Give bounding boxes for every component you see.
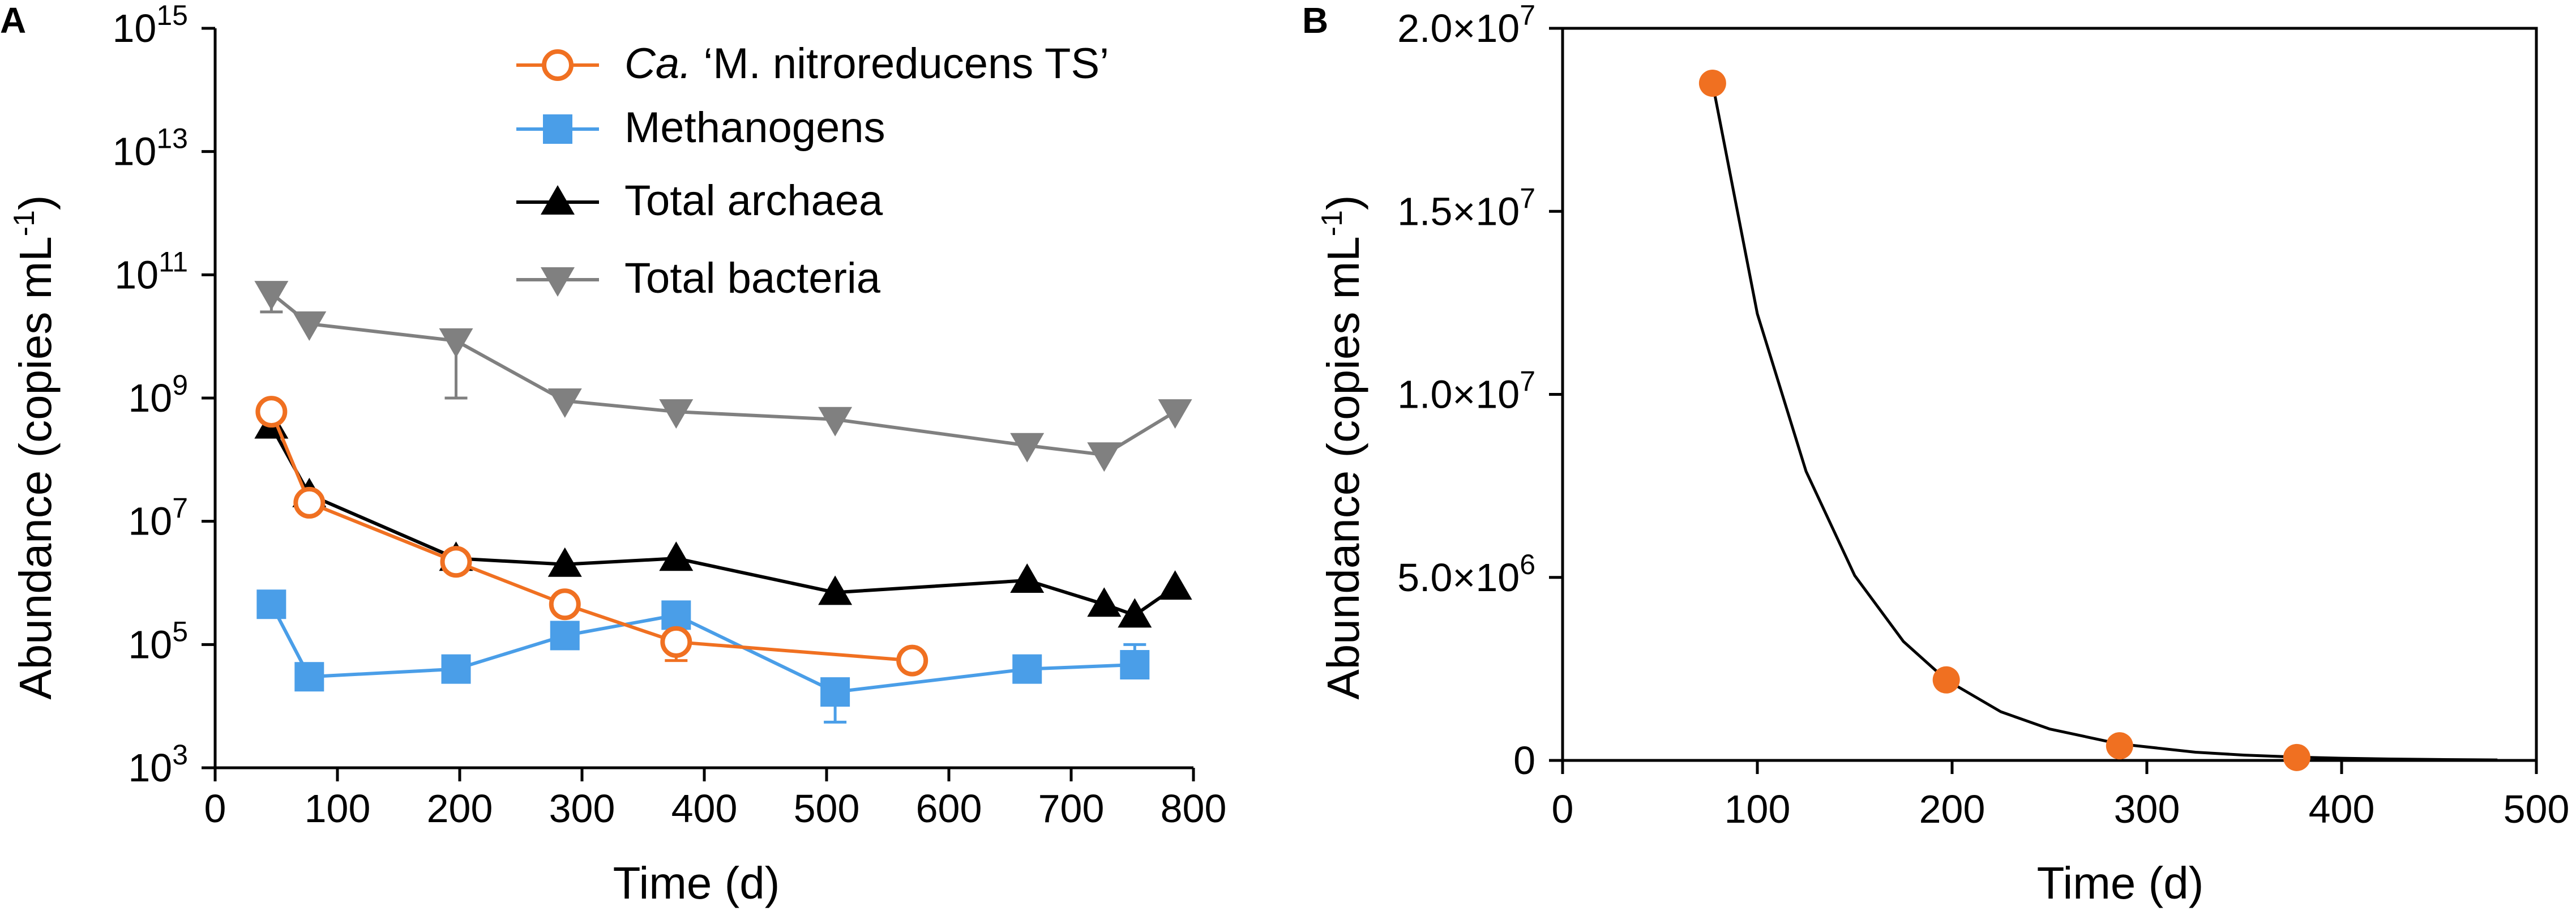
- data-point-ca-m-nitroreducens-ts: [896, 644, 928, 677]
- data-point-total-archaea: [1158, 570, 1192, 600]
- panel-b-y-axis-title-exponent: -1: [1316, 210, 1349, 236]
- panel-b-x-axis-title: Time (d): [2037, 858, 2204, 908]
- panel-b-x-tick-label: 0: [1552, 787, 1574, 831]
- panel-b-y-axis-title-close: ): [1318, 195, 1368, 210]
- series-line-total-bacteria: [270, 292, 1176, 457]
- panel-b-plot-area: 0 100 200 300 400 500 0 5.0×106 1.0×107 1.5×107 2.…: [1397, 0, 2569, 831]
- panel-a-legend: Ca. ‘M. nitroreducens TS’ Methanogens To…: [516, 40, 1109, 302]
- legend-marker-total-bacteria: [541, 267, 575, 297]
- panel-b-x-tick-label: 500: [2504, 787, 2570, 831]
- data-point-total-archaea: [659, 541, 694, 571]
- data-point-total-archaea: [1010, 563, 1045, 593]
- legend-label-mnitroreducens: Ca. ‘M. nitroreducens TS’: [624, 40, 1109, 88]
- panel-a-y-tick-label: 1013: [113, 123, 189, 174]
- series-line-total-archaea: [269, 425, 1176, 617]
- panel-b-y-tick-label: 1.5×107: [1397, 182, 1535, 233]
- data-point-total-bacteria: [659, 399, 694, 429]
- panel-b-x-tick-label: 100: [1725, 787, 1791, 831]
- data-point-methanogens: [1120, 650, 1150, 680]
- panel-a-x-tick-label: 100: [305, 786, 371, 831]
- panel-a-x-tick-label: 0: [204, 786, 226, 831]
- panel-b-y-tick-label: 0: [1513, 738, 1535, 783]
- data-point-total-bacteria: [547, 388, 582, 418]
- panel-a-y-tick-label: 107: [128, 493, 188, 544]
- panel-b-x-tick-label: 300: [2114, 787, 2180, 831]
- panel-b-y-tick-label: 1.0×107: [1397, 366, 1535, 417]
- panel-a-x-axis-title: Time (d): [613, 858, 780, 908]
- panel-b-plot-frame: [1561, 27, 2538, 762]
- data-point-total-archaea: [1087, 587, 1122, 617]
- panel-a-y-axis-title-main: Abundance (copies mL: [10, 236, 61, 699]
- legend-label-total-bacteria: Total bacteria: [624, 254, 881, 302]
- panel-a-y-tick-label: 1011: [114, 246, 188, 297]
- data-point-methanogens: [294, 662, 324, 692]
- panel-b-x-tick-label: 200: [1919, 787, 1986, 831]
- data-point-ca-m-nitroreducens-ts: [255, 396, 288, 428]
- panel-a-y-tick-label: 103: [128, 739, 188, 790]
- data-point-mnitroreducens-decay: [1932, 666, 1960, 694]
- panel-b-y-tick-label: 5.0×106: [1397, 549, 1535, 600]
- fit-curve-exponential-decay: [1711, 83, 2498, 762]
- panel-a-y-tick-label: 1015: [113, 0, 189, 50]
- panel-a-x-tick-label: 500: [794, 786, 860, 831]
- data-point-methanogens: [256, 589, 286, 619]
- panel-a-x-tick-label: 700: [1038, 786, 1105, 831]
- panel-a-y-axis-title-exponent: -1: [8, 210, 41, 236]
- panel-a-plot-area: 0 100 200 300 400 500 600 700 800 103 105 107 109 101…: [113, 0, 1227, 831]
- legend-label-mnitroreducens-italic: Ca.: [624, 40, 691, 88]
- series-line-ca-m-nitroreducens-ts: [269, 411, 913, 662]
- panel-a-chart: 0 100 200 300 400 500 600 700 800 103 105 107 109 101…: [8, 0, 1226, 908]
- panel-a-x-tick-label: 300: [549, 786, 615, 831]
- legend-label-mnitroreducens-rest: ‘M. nitroreducens TS’: [691, 40, 1109, 88]
- data-point-total-bacteria: [818, 407, 853, 437]
- data-point-ca-m-nitroreducens-ts: [660, 626, 692, 658]
- panel-a-y-axis-title: Abundance (copies mL-1): [8, 195, 61, 699]
- data-point-total-archaea: [547, 547, 582, 577]
- panel-a-y-axis-title-close: ): [10, 195, 61, 210]
- panel-a-x-tick-label: 800: [1161, 786, 1227, 831]
- data-point-ca-m-nitroreducens-ts: [440, 546, 472, 578]
- panel-a-x-tick-label: 600: [916, 786, 982, 831]
- panel-label-b: B: [1302, 0, 1328, 41]
- data-point-total-bacteria: [292, 311, 327, 341]
- data-point-total-bacteria: [1158, 399, 1192, 429]
- data-point-mnitroreducens-decay: [2106, 732, 2133, 760]
- panel-b-chart: 0 100 200 300 400 500 0 5.0×106 1.0×107 1.5×107 2.…: [1316, 0, 2569, 908]
- panel-b-y-tick-label: 2.0×107: [1397, 0, 1535, 50]
- data-point-total-archaea: [1118, 598, 1152, 628]
- data-point-mnitroreducens-decay: [2283, 743, 2310, 771]
- data-point-ca-m-nitroreducens-ts: [549, 588, 581, 621]
- panel-label-a: A: [0, 0, 26, 41]
- data-point-methanogens: [661, 600, 691, 630]
- data-point-methanogens: [820, 677, 850, 707]
- legend-label-total-archaea: Total archaea: [624, 177, 883, 225]
- legend-marker-total-archaea: [541, 185, 575, 215]
- panel-a-x-tick-label: 400: [671, 786, 738, 831]
- panel-b-x-tick-label: 400: [2309, 787, 2375, 831]
- panel-a-y-tick-label: 105: [128, 615, 188, 666]
- data-point-ca-m-nitroreducens-ts: [293, 486, 326, 519]
- data-point-methanogens: [1012, 654, 1042, 684]
- data-point-total-bacteria: [1087, 442, 1122, 472]
- data-point-total-bacteria: [1010, 433, 1045, 463]
- data-point-methanogens: [550, 621, 580, 651]
- panel-b-y-axis-title-main: Abundance (copies mL: [1318, 236, 1368, 699]
- panel-a-y-tick-label: 109: [128, 369, 188, 420]
- data-point-total-bacteria: [439, 328, 473, 358]
- data-point-total-archaea: [818, 575, 853, 605]
- data-point-mnitroreducens-decay: [1698, 69, 1726, 97]
- legend-label-methanogens: Methanogens: [624, 104, 885, 152]
- panel-b-y-axis-title: Abundance (copies mL-1): [1316, 195, 1368, 699]
- series-line-methanogens: [269, 603, 1135, 694]
- legend-marker-methanogens: [543, 114, 572, 144]
- legend-marker-ca-m-nitroreducens-ts: [542, 49, 574, 81]
- data-point-total-bacteria: [254, 281, 289, 311]
- data-point-methanogens: [441, 654, 471, 684]
- panel-a-x-tick-label: 200: [427, 786, 493, 831]
